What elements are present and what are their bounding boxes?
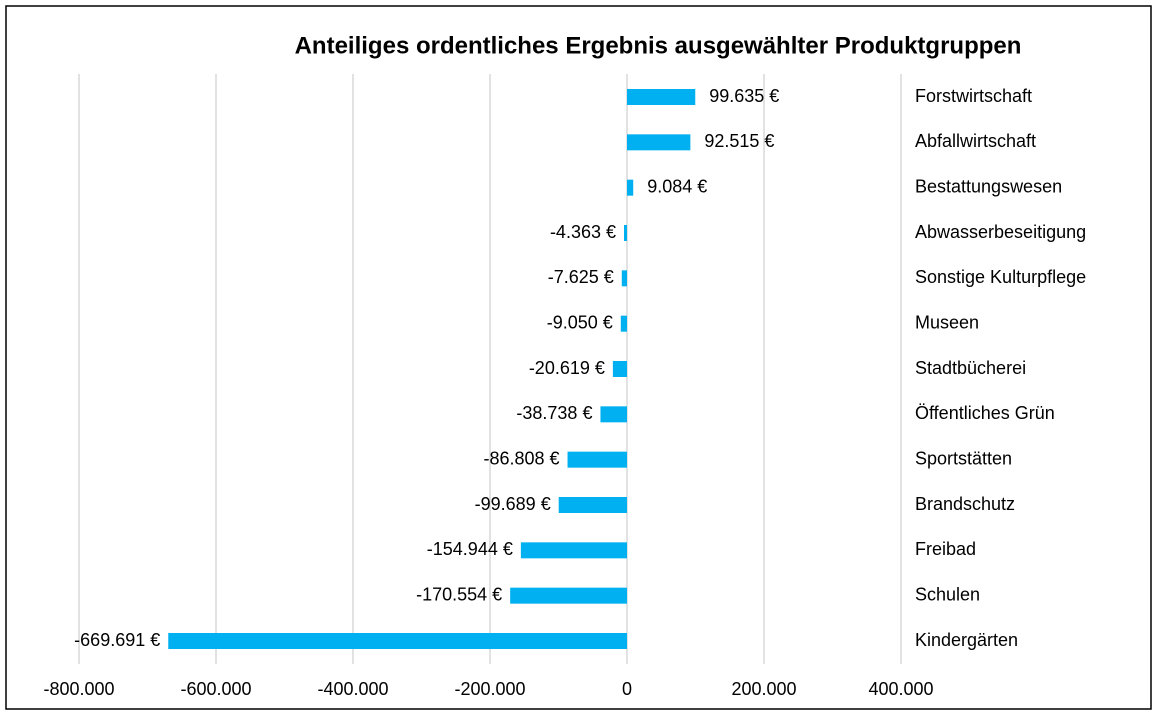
value-label: -20.619 € [529, 358, 605, 378]
bar [624, 225, 627, 241]
category-label: Kindergärten [915, 630, 1018, 650]
chart-title: Anteiliges ordentliches Ergebnis ausgewä… [295, 32, 1022, 59]
value-label: 9.084 € [647, 176, 707, 196]
x-tick-label: -200.000 [454, 679, 525, 699]
bar [627, 179, 634, 196]
bar [168, 633, 627, 649]
value-label: -669.691 € [74, 630, 160, 650]
category-label: Museen [915, 312, 979, 332]
x-tick-label: -600.000 [180, 679, 251, 699]
category-label: Forstwirtschaft [915, 86, 1032, 106]
category-label: Schulen [915, 584, 980, 604]
bar [520, 542, 627, 559]
value-label: -38.738 € [516, 403, 592, 423]
bar [558, 497, 627, 513]
bar [600, 406, 627, 423]
bar [510, 587, 627, 604]
value-label: -154.944 € [427, 539, 513, 559]
value-label: -9.050 € [547, 312, 613, 332]
value-label: -4.363 € [550, 222, 616, 242]
category-label: Brandschutz [915, 494, 1015, 514]
bar [621, 270, 627, 287]
category-label: Abfallwirtschaft [915, 131, 1036, 151]
x-tick-label: 0 [622, 679, 632, 699]
bar [627, 134, 691, 151]
x-tick-label: -400.000 [317, 679, 388, 699]
value-label: -170.554 € [416, 584, 502, 604]
category-label: Sportstätten [915, 448, 1012, 468]
x-tick-label: 400.000 [868, 679, 933, 699]
bar [620, 315, 627, 332]
bar [612, 361, 627, 377]
category-label: Sonstige Kulturpflege [915, 267, 1086, 287]
value-label: 92.515 € [704, 131, 774, 151]
value-label: -99.689 € [475, 494, 551, 514]
category-label: Bestattungswesen [915, 176, 1062, 196]
bar [567, 451, 627, 468]
category-label: Freibad [915, 539, 976, 559]
x-tick-label: -800.000 [43, 679, 114, 699]
bar [627, 89, 696, 105]
x-tick-label: 200.000 [731, 679, 796, 699]
value-label: -86.808 € [483, 448, 559, 468]
category-label: Abwasserbeseitigung [915, 222, 1086, 242]
category-label: Öffentliches Grün [915, 403, 1055, 423]
value-label: -7.625 € [548, 267, 614, 287]
value-label: 99.635 € [709, 86, 779, 106]
category-label: Stadtbücherei [915, 358, 1026, 378]
